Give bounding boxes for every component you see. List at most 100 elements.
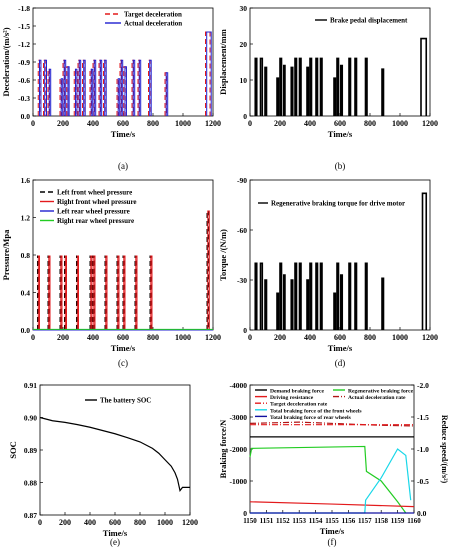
legend-label: The battery SOC xyxy=(100,397,151,405)
x-tick-label: 1200 xyxy=(422,333,438,342)
pulse-mark xyxy=(44,59,47,116)
pulse-mark xyxy=(319,57,323,116)
pulse-mark xyxy=(306,279,310,330)
pulse-mark xyxy=(123,255,126,330)
legend-label: Total braking force of the front wheels xyxy=(270,408,362,414)
x-tick-label: 1159 xyxy=(391,517,405,525)
pulse-mark xyxy=(117,78,121,116)
panel-caption: (e) xyxy=(110,537,120,547)
y-tick-label: -1000 xyxy=(230,477,248,486)
x-tick-label: 600 xyxy=(117,119,129,128)
x-tick-label: 200 xyxy=(274,119,286,128)
pulse-mark xyxy=(138,59,142,116)
chart-d-regen-torque: 0 200 400 600 800 1000 1200 0 -30 -60 -90 Time/s Tor… xyxy=(218,176,438,368)
x-axis-label: Time/s xyxy=(320,526,345,536)
legend-label: Total braking force of rear wheels xyxy=(270,415,352,421)
y-axis-label: SOC xyxy=(8,441,18,458)
x-tick-label: 200 xyxy=(57,333,69,342)
y-axis-label: Pressure/Mpa xyxy=(1,229,11,280)
pulse-mark xyxy=(290,66,294,116)
x-axis-label: Time/s xyxy=(328,343,353,353)
x-axis-label: Time/s xyxy=(328,129,353,139)
y-tick-label: 0 xyxy=(243,112,247,121)
x-tick-label: 1156 xyxy=(342,517,356,525)
y-tick-label: -0.3 xyxy=(18,94,30,103)
x-tick-label: 0 xyxy=(248,333,252,342)
x-tick-label: 800 xyxy=(134,518,146,527)
pulse-mark xyxy=(354,262,358,330)
x-tick-label: 1000 xyxy=(392,333,408,342)
x-tick-label: 1157 xyxy=(358,517,372,525)
legend-label: Left front wheel pressure xyxy=(57,189,132,197)
y2-tick-label: 0.0 xyxy=(417,509,427,518)
y-tick-label: -1.8 xyxy=(18,4,30,13)
panel-caption: (f) xyxy=(328,537,337,547)
pulse-mark xyxy=(60,255,63,330)
x-tick-label: 600 xyxy=(334,119,346,128)
y-tick-label: 0.0 xyxy=(21,112,31,121)
pulse-mark xyxy=(421,192,428,330)
pulse-mark xyxy=(64,255,67,330)
y-tick-label: -30 xyxy=(237,276,247,285)
y-tick-label: -1.2 xyxy=(18,40,30,49)
pulse-mark xyxy=(206,31,212,116)
pulse-mark xyxy=(381,277,385,330)
y-tick-label: -3000 xyxy=(230,413,248,422)
x-tick-label: 600 xyxy=(334,333,346,342)
chart-c-wheel-pressure: 0 200 400 600 800 1000 1200 0.0 0.4 0.8 1.2 1.6 Time… xyxy=(1,176,221,368)
x-tick-label: 400 xyxy=(304,119,316,128)
legend-label: Driving resistance xyxy=(270,395,314,401)
pulse-mark xyxy=(90,68,94,116)
pulse-mark xyxy=(124,66,127,116)
legend-label: Right front wheel pressure xyxy=(57,198,137,206)
legend-label: Brake pedal displacement xyxy=(330,17,408,25)
x-tick-label: 1155 xyxy=(325,517,339,525)
pulse-mark xyxy=(120,59,124,116)
y-tick-label: 1.6 xyxy=(21,176,31,185)
y-axis-label: Displacement/mm xyxy=(218,29,228,95)
y2-tick-label: -1.5 xyxy=(417,413,429,422)
pulse-mark xyxy=(165,72,169,116)
x-tick-label: 1000 xyxy=(392,119,408,128)
pulse-mark xyxy=(276,77,280,116)
pulse-mark xyxy=(339,64,344,116)
pulse-mark xyxy=(150,255,153,330)
x-tick-label: 800 xyxy=(147,333,159,342)
y2-tick-label: -1.0 xyxy=(417,445,429,454)
pulse-mark xyxy=(78,59,82,116)
x-tick-label: 800 xyxy=(147,119,159,128)
pulse-mark xyxy=(259,57,264,116)
pulse-mark xyxy=(48,255,51,330)
panel-caption: (d) xyxy=(335,358,346,368)
y-tick-label: 0.4 xyxy=(21,289,31,298)
series-line-2 xyxy=(249,501,415,508)
y-tick-label: -0.9 xyxy=(18,58,30,67)
pulse-mark xyxy=(67,66,70,116)
x-tick-label: 400 xyxy=(304,333,316,342)
x-tick-label: 0 xyxy=(31,119,35,128)
pulse-mark xyxy=(315,57,319,116)
pulse-mark xyxy=(364,262,368,330)
pulse-mark xyxy=(38,59,42,116)
pulse-mark xyxy=(294,262,298,330)
legend-label: Actual deceleration rate xyxy=(348,395,406,401)
x-tick-label: 0 xyxy=(31,333,35,342)
pulse-mark xyxy=(207,210,210,330)
pulse-mark xyxy=(420,37,428,116)
x-tick-label: 200 xyxy=(59,518,71,527)
pulse-mark xyxy=(104,59,107,116)
legend-label: Actual deceleration xyxy=(124,20,182,28)
x-tick-label: 1200 xyxy=(205,333,221,342)
pulse-mark xyxy=(63,59,67,116)
x-tick-label: 1000 xyxy=(157,518,173,527)
panel-caption: (c) xyxy=(118,358,128,368)
y-tick-label: 0.89 xyxy=(24,446,37,455)
x-tick-label: 1152 xyxy=(276,517,290,525)
pulse-mark xyxy=(336,262,340,330)
x-tick-label: 1200 xyxy=(205,119,221,128)
x-tick-label: 200 xyxy=(274,333,286,342)
y-tick-label: 0.0 xyxy=(21,326,31,335)
pulse-mark xyxy=(306,66,310,116)
x-tick-label: 1154 xyxy=(309,517,323,525)
pulse-mark xyxy=(76,255,79,330)
